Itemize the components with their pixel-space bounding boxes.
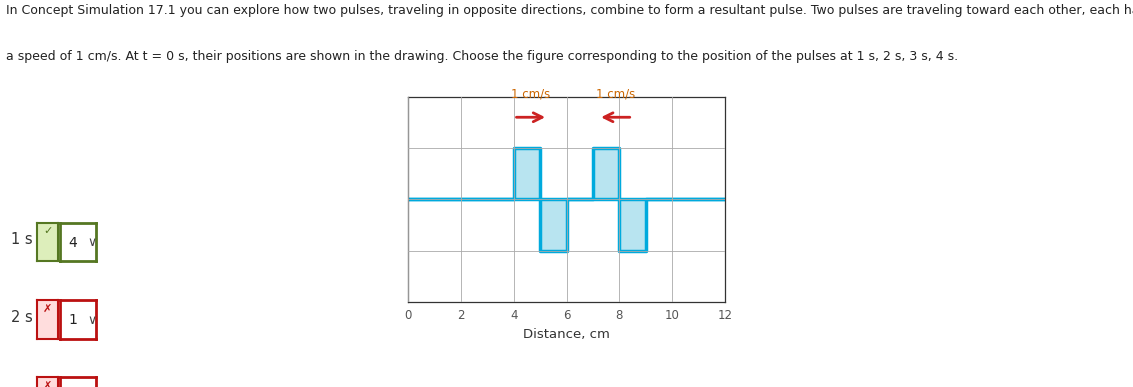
X-axis label: Distance, cm: Distance, cm (523, 328, 610, 341)
Text: a speed of 1 cm/s. At t = 0 s, their positions are shown in the drawing. Choose : a speed of 1 cm/s. At t = 0 s, their pos… (6, 50, 957, 63)
Text: ∨: ∨ (87, 313, 96, 327)
Text: ✗: ✗ (43, 381, 52, 387)
Text: ✗: ✗ (43, 303, 52, 313)
Text: 2 s: 2 s (11, 310, 33, 325)
Text: ∨: ∨ (87, 236, 96, 249)
Text: In Concept Simulation 17.1 you can explore how two pulses, traveling in opposite: In Concept Simulation 17.1 you can explo… (6, 4, 1133, 17)
Text: ✓: ✓ (43, 226, 52, 236)
Text: 1: 1 (68, 313, 77, 327)
Text: 1 cm/s: 1 cm/s (596, 88, 634, 101)
Text: 1 s: 1 s (11, 233, 33, 247)
Text: 4: 4 (68, 236, 77, 250)
Text: 1 cm/s: 1 cm/s (511, 88, 551, 101)
